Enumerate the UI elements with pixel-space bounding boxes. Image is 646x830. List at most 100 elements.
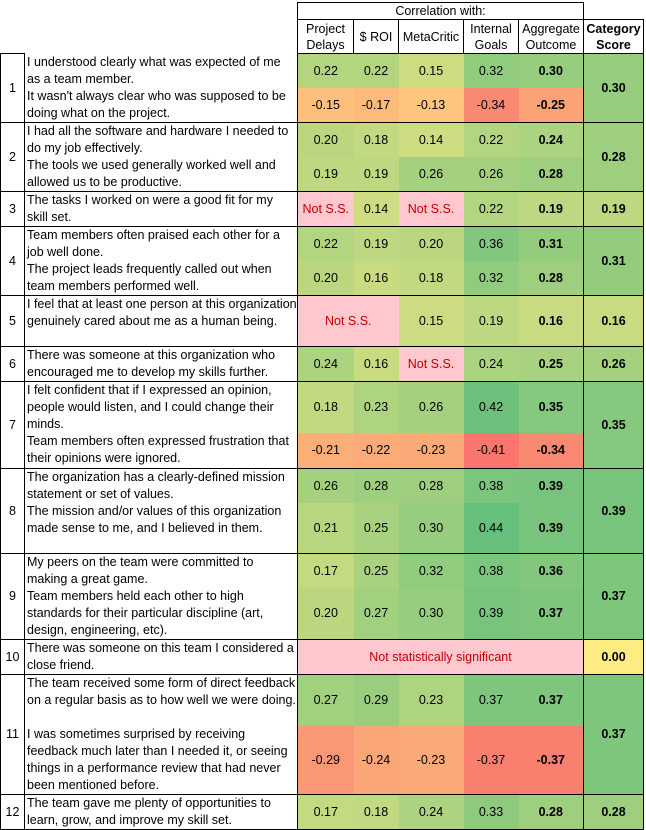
question-text: I understood clearly what was expected o…: [24, 53, 298, 88]
value-project-delays: 0.17: [297, 794, 354, 830]
value-metacritic: 0.24: [398, 794, 464, 830]
question-text: It wasn't always clear who was supposed …: [24, 87, 298, 123]
value-metacritic: -0.13: [398, 87, 464, 123]
value-aggregate-outcome: 0.28: [518, 794, 584, 830]
category-score: 0.37: [583, 674, 644, 795]
question-text: Team members often praised each other fo…: [24, 226, 298, 261]
col-header-roi: $ ROI: [353, 19, 399, 54]
value-metacritic: 0.23: [398, 674, 464, 726]
value-aggregate-outcome: 0.16: [518, 295, 584, 347]
col-header-metacritic: MetaCritic: [398, 19, 464, 54]
table-row: The mission and/or values of this organi…: [1, 503, 644, 554]
value-project-delays: 0.22: [297, 226, 354, 261]
value-roi: 0.25: [353, 503, 399, 554]
table-row: The project leads frequently called out …: [1, 260, 644, 296]
category-score: 0.31: [583, 225, 644, 296]
not-significant-cell: Not S.S.: [398, 346, 464, 382]
table-row: 3 The tasks I worked on were a good fit f…: [0, 190, 644, 227]
table-row: Team members held each other to high sta…: [1, 587, 644, 640]
value-project-delays: 0.20: [297, 122, 354, 157]
category-score: 0.28: [583, 793, 644, 830]
category-score: 0.00: [583, 639, 644, 675]
category-score: 0.19: [583, 190, 644, 227]
table-row: 11 The team received some form of direct …: [0, 674, 644, 795]
value-roi: 0.25: [353, 553, 399, 588]
value-aggregate-outcome: -0.37: [518, 725, 584, 795]
value-aggregate-outcome: 0.30: [518, 53, 584, 88]
value-metacritic: 0.26: [398, 156, 464, 192]
value-metacritic: 0.15: [398, 295, 464, 347]
not-significant-note: Not statistically significant: [297, 639, 584, 675]
value-metacritic: 0.28: [398, 468, 464, 503]
question-text: I feel that at least one person at this …: [24, 295, 298, 347]
question-text: The project leads frequently called out …: [24, 260, 298, 296]
value-aggregate-outcome: 0.36: [518, 553, 584, 588]
table-row: I was sometimes surprised by receiving f…: [1, 725, 644, 795]
col-header-project-delays: Project Delays: [297, 19, 354, 54]
question-text: Team members held each other to high sta…: [24, 587, 298, 640]
value-internal-goals: 0.32: [463, 260, 519, 296]
value-internal-goals: 0.36: [463, 226, 519, 261]
value-project-delays: 0.22: [297, 53, 354, 88]
row-number: 1: [0, 53, 25, 123]
value-internal-goals: 0.42: [463, 381, 519, 433]
row-number: 7: [0, 380, 25, 469]
value-metacritic: 0.14: [398, 122, 464, 157]
value-aggregate-outcome: 0.37: [518, 674, 584, 726]
value-aggregate-outcome: 0.35: [518, 381, 584, 433]
value-metacritic: -0.23: [398, 725, 464, 795]
value-project-delays: 0.26: [297, 468, 354, 503]
value-roi: 0.28: [353, 468, 399, 503]
row-number: 12: [0, 793, 25, 830]
category-score: 0.28: [583, 121, 644, 192]
row-number: 4: [0, 225, 25, 296]
value-aggregate-outcome: 0.28: [518, 260, 584, 296]
table-row: It wasn't always clear who was supposed …: [1, 87, 644, 123]
value-project-delays: 0.18: [297, 381, 354, 433]
table-row: Team members often expressed frustration…: [1, 433, 644, 469]
value-roi: 0.14: [353, 191, 399, 227]
value-aggregate-outcome: 0.19: [518, 191, 584, 227]
value-aggregate-outcome: 0.24: [518, 122, 584, 157]
value-metacritic: 0.30: [398, 503, 464, 554]
not-significant-cell: Not S.S.: [398, 191, 464, 227]
question-text: The tools we used generally worked well …: [24, 156, 298, 192]
value-internal-goals: -0.41: [463, 433, 519, 469]
value-aggregate-outcome: 0.28: [518, 156, 584, 192]
value-internal-goals: -0.34: [463, 87, 519, 123]
blank-corner-2: [1, 20, 298, 54]
table-row: The tools we used generally worked well …: [1, 156, 644, 192]
question-text: I felt confident that if I expressed an …: [24, 381, 298, 433]
row-number: 6: [0, 345, 25, 382]
not-significant-cell: Not S.S.: [297, 295, 399, 347]
value-internal-goals: 0.38: [463, 468, 519, 503]
value-roi: 0.19: [353, 156, 399, 192]
question-text: The team gave me plenty of opportunities…: [24, 794, 298, 830]
col-header-aggregate-outcome: Aggregate Outcome: [518, 19, 584, 54]
value-aggregate-outcome: 0.39: [518, 468, 584, 503]
value-roi: 0.18: [353, 122, 399, 157]
value-project-delays: 0.24: [297, 346, 354, 382]
blank-corner: [1, 3, 298, 20]
value-project-delays: 0.21: [297, 503, 354, 554]
question-text: I had all the software and hardware I ne…: [24, 122, 298, 157]
row-number: 8: [0, 467, 25, 554]
value-metacritic: 0.15: [398, 53, 464, 88]
value-project-delays: 0.17: [297, 553, 354, 588]
value-roi: 0.23: [353, 381, 399, 433]
row-number: 5: [0, 294, 25, 347]
value-roi: -0.24: [353, 725, 399, 795]
value-internal-goals: -0.37: [463, 725, 519, 795]
value-roi: 0.22: [353, 53, 399, 88]
value-roi: 0.18: [353, 794, 399, 830]
table-row: 9 My peers on the team were committed to …: [0, 552, 644, 640]
value-project-delays: 0.19: [297, 156, 354, 192]
table-row: 6 There was someone at this organization …: [0, 345, 644, 382]
category-score: 0.16: [583, 294, 644, 347]
value-internal-goals: 0.32: [463, 53, 519, 88]
